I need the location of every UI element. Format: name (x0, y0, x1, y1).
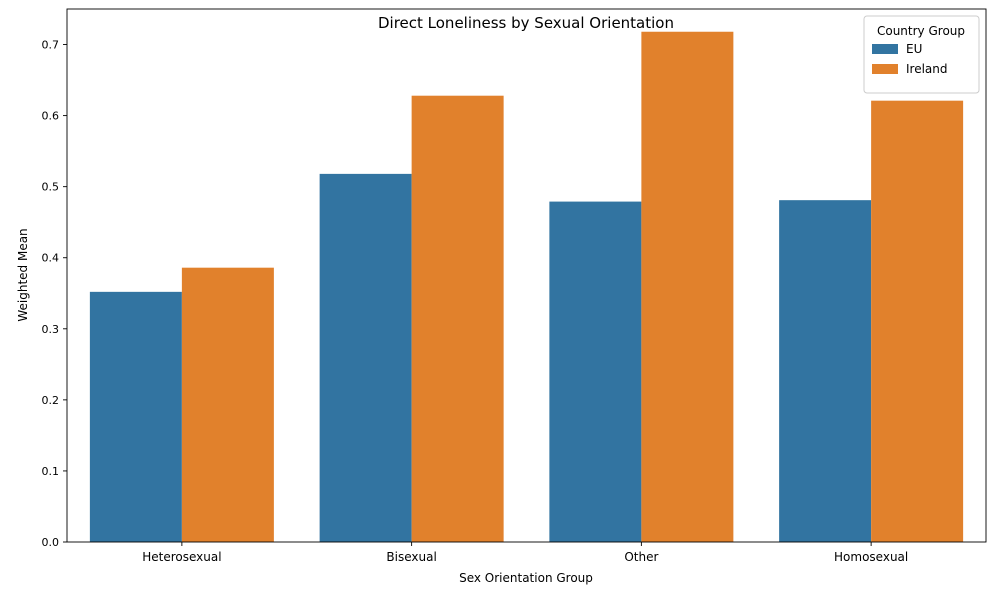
bars (89, 31, 964, 543)
x-tick-label: Bisexual (386, 550, 436, 564)
bar-ireland-homosexual (871, 100, 964, 543)
chart-title: Direct Loneliness by Sexual Orientation (378, 14, 674, 32)
bar-ireland-bisexual (411, 95, 504, 543)
legend-title: Country Group (877, 24, 965, 38)
bar-eu-homosexual (779, 200, 872, 543)
plot-frame (66, 8, 987, 543)
legend: Country Group EU Ireland (863, 15, 980, 94)
y-tick-label: 0.3 (42, 323, 60, 336)
x-tick-label: Other (624, 550, 658, 564)
legend-label-ireland: Ireland (906, 62, 948, 76)
bar-ireland-heterosexual (181, 267, 274, 542)
x-axis-label: Sex Orientation Group (459, 571, 593, 585)
y-tick-label: 0.7 (42, 39, 60, 52)
y-tick-label: 0.2 (42, 394, 60, 407)
x-axis: Heterosexual Bisexual Other Homosexual (142, 542, 908, 564)
legend-label-eu: EU (906, 42, 922, 56)
bar-eu-bisexual (319, 173, 412, 542)
y-axis: 0.0 0.1 0.2 0.3 0.4 0.5 0.6 0.7 (42, 39, 67, 549)
y-tick-label: 0.1 (42, 465, 60, 478)
x-tick-label: Homosexual (834, 550, 908, 564)
y-tick-label: 0.5 (42, 181, 60, 194)
legend-swatch-ireland (872, 64, 898, 74)
y-tick-label: 0.4 (42, 252, 60, 265)
x-tick-label: Heterosexual (142, 550, 221, 564)
y-tick-label: 0.6 (42, 110, 60, 123)
y-axis-label: Weighted Mean (16, 228, 30, 321)
bar-ireland-other (641, 31, 734, 542)
bar-eu-other (549, 201, 642, 542)
y-tick-label: 0.0 (42, 536, 60, 549)
bar-eu-heterosexual (89, 291, 182, 542)
legend-swatch-eu (872, 44, 898, 54)
